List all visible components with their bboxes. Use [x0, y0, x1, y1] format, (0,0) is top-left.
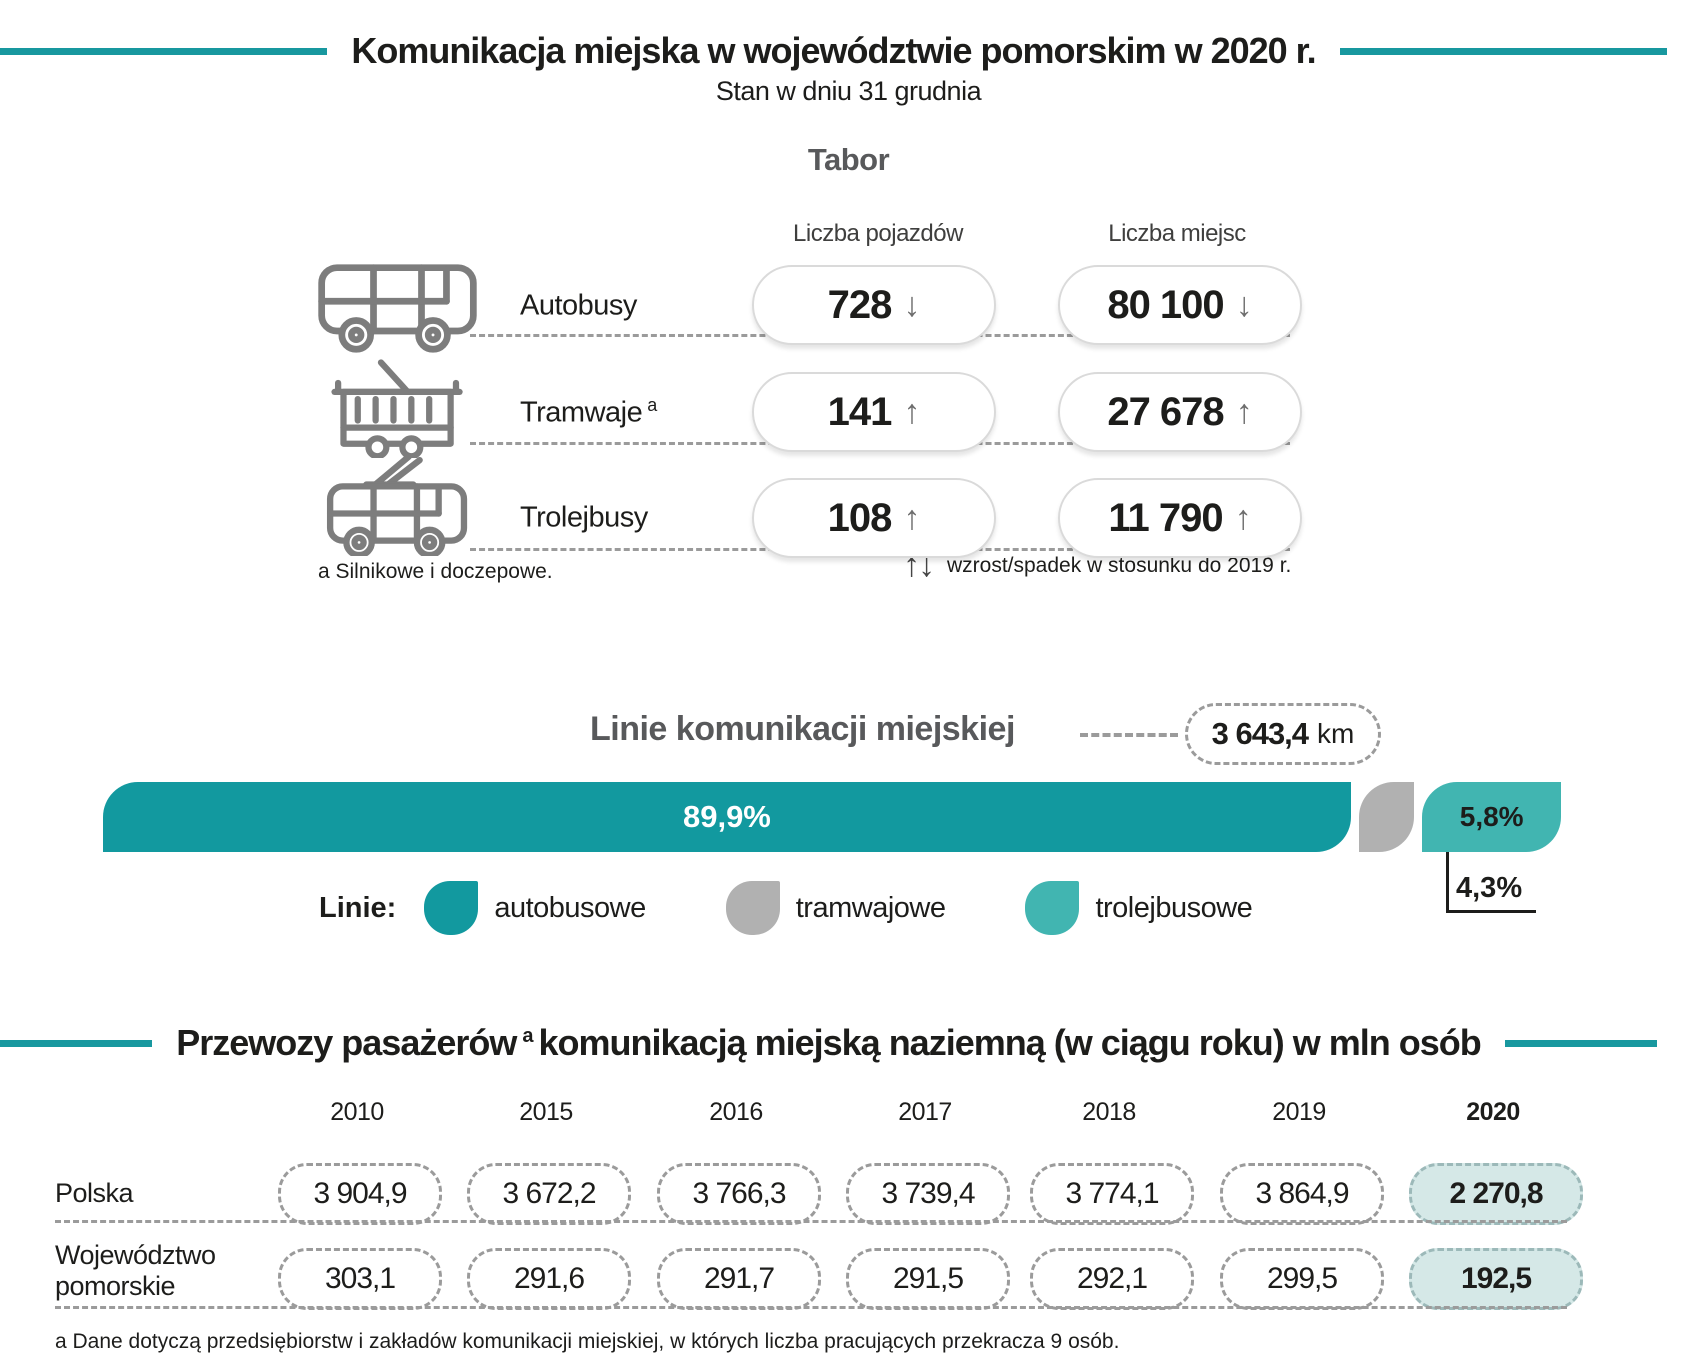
year-header-2015: 2015: [519, 1098, 573, 1126]
legend-swatch-trolejbusowe: [1025, 881, 1080, 935]
page-subtitle: Stan w dniu 31 grudnia: [715, 76, 982, 106]
bus-icon: [315, 260, 480, 356]
bar-segment-autobusowe: 89,9%: [103, 782, 1351, 852]
legend-label-trolejbusowe: trolejbusowe: [1095, 891, 1253, 924]
year-header-2016: 2016: [709, 1098, 763, 1126]
title-rule-left: [0, 1039, 153, 1047]
trend-up-icon: ↑: [1234, 498, 1252, 537]
table-cell: 291,7: [657, 1248, 821, 1310]
bar-segment-trolejbusowe: 5,8%: [1422, 782, 1561, 852]
table-cell-highlight-2020: 192,5: [1409, 1248, 1583, 1310]
title-rule-right: [1504, 1039, 1658, 1047]
value-pill-autobusy-seats: 80 100 ↓: [1058, 265, 1302, 345]
table-cell: 3 672,2: [467, 1163, 631, 1225]
row-label-tramwaje: Tramwaje a: [520, 395, 657, 429]
table-cell: 3 904,9: [278, 1163, 442, 1225]
title-rule-left: [0, 47, 328, 55]
bar-segment-tramwajowe: [1358, 782, 1415, 852]
column-header-vehicles: Liczba pojazdów: [793, 220, 963, 247]
annotation-connector-vertical: [1446, 852, 1449, 912]
legend-swatch-autobusowe: [424, 881, 479, 935]
total-km-badge: 3 643,4 km: [1185, 703, 1381, 765]
tram-icon: [315, 358, 480, 458]
tabor-footnote: a Silnikowe i doczepowe.: [318, 560, 553, 583]
passengers-section-title: Przewozy pasażerów a komunikacją miejską n…: [176, 1022, 1482, 1063]
value-pill-tramwaje-seats: 27 678 ↑: [1058, 372, 1302, 452]
trend-up-icon: ↑: [903, 392, 921, 431]
annotation-connector-horizontal: [1446, 910, 1536, 913]
row-label-trolejbusy: Trolejbusy: [520, 501, 648, 534]
main-title-row: Komunikacja miejska w województwie pomor…: [0, 30, 1668, 72]
title-rule-right: [1339, 47, 1668, 55]
row-label-autobusy: Autobusy: [520, 289, 637, 322]
year-header-2019: 2019: [1272, 1098, 1326, 1126]
tramwajowe-percent-label: 4,3%: [1456, 872, 1523, 904]
column-header-seats: Liczba miejsc: [1108, 220, 1246, 247]
value-pill-tramwaje-vehicles: 141 ↑: [752, 372, 996, 452]
passengers-footnote: a Dane dotyczą przedsiębiorstw i zakładó…: [55, 1330, 1120, 1353]
dashed-connector-line: [1080, 733, 1178, 737]
passengers-title-row: Przewozy pasażerów a komunikacją miejską n…: [0, 1022, 1658, 1064]
year-header-2017: 2017: [898, 1098, 952, 1126]
footnote-mark: a: [522, 1025, 533, 1047]
legend-label-autobusowe: autobusowe: [494, 891, 646, 924]
value-pill-trolejbusy-seats: 11 790 ↑: [1058, 478, 1302, 558]
page-title: Komunikacja miejska w województwie pomor…: [351, 30, 1316, 71]
table-cell: 292,1: [1030, 1248, 1194, 1310]
total-km-unit: km: [1317, 718, 1355, 749]
table-cell-highlight-2020: 2 270,8: [1409, 1163, 1583, 1225]
table-row-label-polska: Polska: [55, 1178, 134, 1208]
table-row-separator: [55, 1306, 1567, 1309]
trend-legend-text: wzrost/spadek w stosunku do 2019 r.: [947, 553, 1292, 577]
total-km-value: 3 643,4: [1211, 716, 1309, 751]
table-cell: 299,5: [1220, 1248, 1384, 1310]
segment-label: 89,9%: [682, 799, 771, 834]
trend-down-icon: ↓: [1235, 285, 1253, 324]
lines-section-title: Linie komunikacji miejskiej: [590, 710, 1015, 748]
table-cell: 291,6: [467, 1248, 631, 1310]
year-header-2010: 2010: [330, 1098, 384, 1126]
trolleybus-icon: [315, 452, 480, 556]
year-header-2018: 2018: [1082, 1098, 1136, 1126]
lines-legend: Linie: autobusowe tramwajowe trolejbusow…: [319, 880, 1332, 936]
table-cell: 3 774,1: [1030, 1163, 1194, 1225]
year-header-2020: 2020: [1466, 1098, 1520, 1126]
trend-down-icon: ↓: [903, 285, 921, 324]
legend-swatch-tramwajowe: [725, 881, 780, 935]
value-pill-autobusy-vehicles: 728 ↓: [752, 265, 996, 345]
table-cell: 303,1: [278, 1248, 442, 1310]
legend-title: Linie:: [319, 891, 397, 924]
tabor-section-title: Tabor: [807, 142, 890, 177]
value-pill-trolejbusy-vehicles: 108 ↑: [752, 478, 996, 558]
table-cell: 291,5: [846, 1248, 1010, 1310]
table-cell: 3 739,4: [846, 1163, 1010, 1225]
table-cell: 3 864,9: [1220, 1163, 1384, 1225]
footnote-mark: a: [647, 395, 657, 415]
segment-label: 5,8%: [1459, 801, 1524, 832]
trend-up-icon: ↑: [903, 498, 921, 537]
table-row-separator: [55, 1220, 1567, 1223]
table-row-label-pomorskie: Województwo pomorskie: [55, 1240, 216, 1301]
lines-stacked-bar: 89,9% 5,8%: [103, 782, 1561, 852]
table-cell: 3 766,3: [657, 1163, 821, 1225]
legend-label-tramwajowe: tramwajowe: [795, 891, 946, 924]
trend-up-icon: ↑: [1235, 392, 1253, 431]
